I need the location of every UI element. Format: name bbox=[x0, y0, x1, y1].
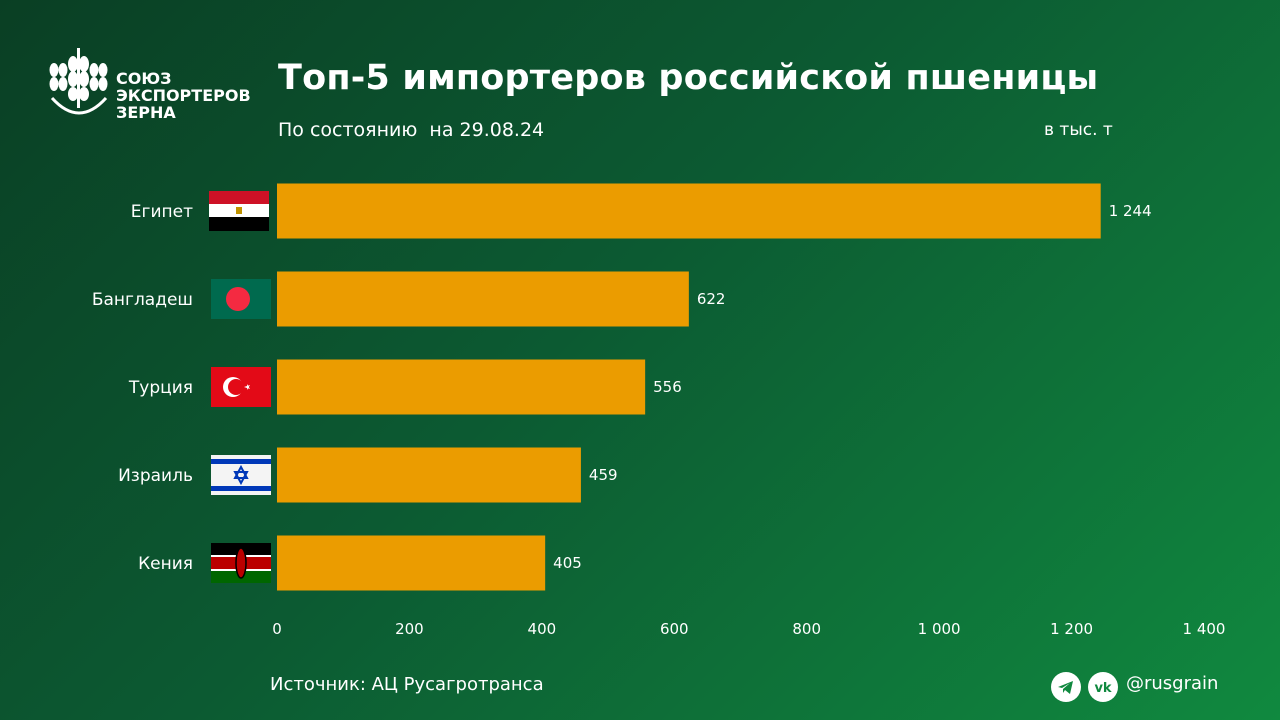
logo-line: ЗЕРНА bbox=[116, 103, 176, 122]
unit-label: в тыс. т bbox=[1044, 120, 1113, 140]
value-label: 459 bbox=[589, 466, 618, 484]
vk-icon[interactable]: vk bbox=[1088, 672, 1118, 702]
logo-line: СОЮЗ bbox=[116, 69, 172, 88]
category-label: Египет bbox=[131, 202, 193, 222]
value-label: 622 bbox=[697, 290, 726, 308]
bar bbox=[277, 447, 581, 503]
kenya-flag bbox=[211, 543, 271, 583]
chart-title: Топ-5 импортеров российской пшеницы bbox=[278, 58, 1099, 98]
x-tick-label: 200 bbox=[395, 620, 424, 638]
x-tick-label: 1 000 bbox=[918, 620, 961, 638]
x-tick-label: 400 bbox=[528, 620, 557, 638]
x-tick-label: 1 400 bbox=[1183, 620, 1226, 638]
egypt-flag bbox=[209, 191, 269, 231]
x-tick-label: 0 bbox=[272, 620, 282, 638]
source-text: Источник: АЦ Русагротранса bbox=[270, 674, 544, 695]
telegram-icon[interactable] bbox=[1051, 672, 1081, 702]
category-label: Кения bbox=[138, 554, 193, 574]
x-tick-label: 600 bbox=[660, 620, 689, 638]
value-label: 1 244 bbox=[1109, 202, 1152, 220]
israel-flag bbox=[211, 455, 271, 495]
value-label: 405 bbox=[553, 554, 582, 572]
x-tick-label: 800 bbox=[792, 620, 821, 638]
bar bbox=[277, 359, 646, 415]
bar bbox=[277, 271, 689, 327]
chart-subtitle: По состоянию на 29.08.24 bbox=[278, 119, 545, 141]
turkey-flag bbox=[211, 367, 271, 407]
bar bbox=[277, 535, 546, 591]
bangladesh-flag bbox=[211, 279, 271, 319]
bar bbox=[277, 183, 1101, 239]
category-label: Израиль bbox=[118, 466, 193, 486]
logo-icon bbox=[49, 48, 108, 115]
social-handle[interactable]: @rusgrain bbox=[1126, 673, 1219, 694]
x-tick-label: 1 200 bbox=[1050, 620, 1093, 638]
logo-line: ЭКСПОРТЕРОВ bbox=[116, 86, 251, 105]
category-label: Бангладеш bbox=[92, 290, 193, 310]
value-label: 556 bbox=[653, 378, 682, 396]
logo-text: СОЮЗ ЭКСПОРТЕРОВ ЗЕРНА bbox=[116, 70, 251, 121]
category-label: Турция bbox=[128, 378, 193, 398]
svg-text:vk: vk bbox=[1094, 681, 1111, 696]
